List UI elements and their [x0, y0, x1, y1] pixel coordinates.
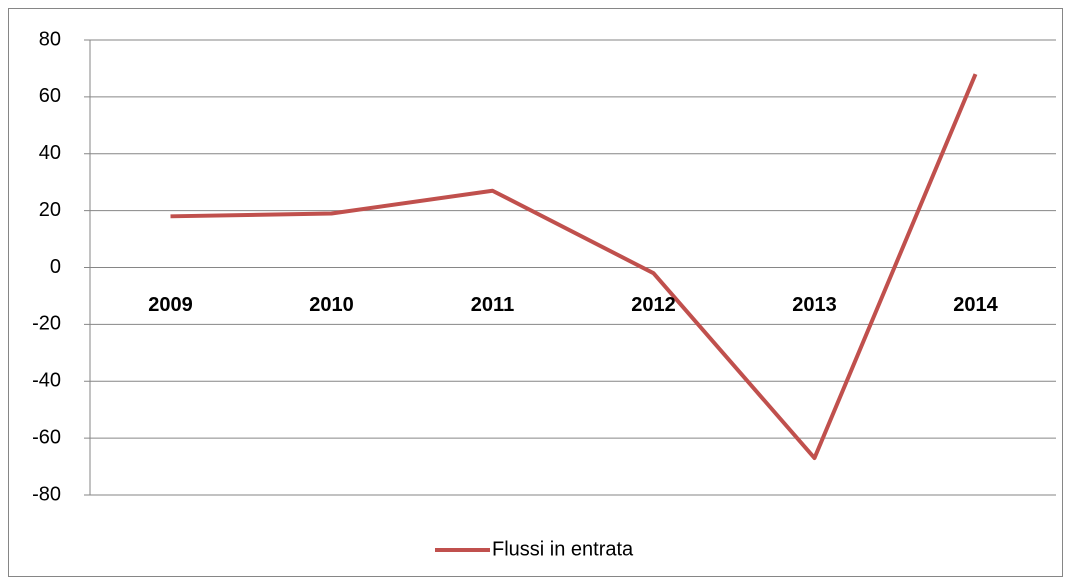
x-tick-label: 2012: [631, 294, 676, 316]
series-line: [170, 73, 978, 461]
y-tick-label: -80: [32, 483, 61, 505]
x-tick-label: 2013: [792, 294, 837, 316]
y-tick-label: 40: [39, 142, 61, 164]
y-tick-label: 0: [50, 256, 61, 278]
x-tick-label: 2009: [148, 294, 193, 316]
y-tick-label: -60: [32, 426, 61, 448]
x-tick-label: 2014: [953, 294, 998, 316]
x-tick-label: 2011: [471, 294, 514, 316]
y-tick-label: -20: [32, 313, 61, 335]
y-tick-label: 60: [39, 85, 61, 107]
legend-label: Flussi in entrata: [492, 538, 634, 560]
y-tick-label: -40: [32, 370, 61, 392]
grid: [84, 39, 1056, 496]
marks: [170, 73, 978, 461]
y-tick-label: 20: [39, 199, 61, 221]
y-tick-label: 80: [39, 28, 61, 50]
chart-frame: [8, 8, 1063, 577]
x-tick-label: 2010: [309, 294, 354, 316]
